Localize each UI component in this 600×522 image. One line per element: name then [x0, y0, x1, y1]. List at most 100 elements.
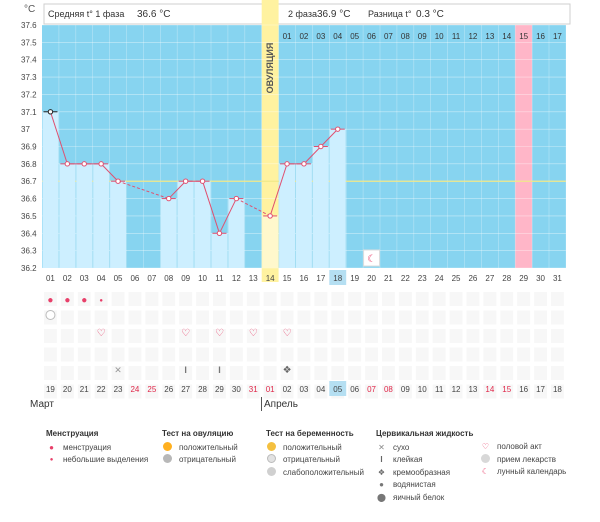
y-tick-label: 36.2: [21, 264, 37, 273]
marker-cell: [432, 384, 446, 399]
phase2-day-label: 15: [519, 32, 528, 41]
legend-menstruation-title: Менструация: [46, 429, 99, 438]
calendar-date-label: 09: [401, 385, 410, 394]
intercourse-heart-icon: ♡: [283, 328, 292, 339]
marker-cell: [534, 329, 547, 343]
temperature-bar: [211, 233, 228, 268]
phase2-day-label: 12: [468, 32, 477, 41]
temperature-bar: [110, 181, 126, 268]
marker-cell: [551, 347, 564, 362]
marker-cell: [179, 292, 193, 306]
marker-cell: [94, 310, 108, 325]
y-tick-label: 37.4: [21, 56, 37, 65]
cycle-day-label: 20: [367, 274, 376, 283]
marker-cell: [534, 366, 547, 380]
sticky-icon: I: [380, 455, 383, 465]
marker-cell: [382, 310, 395, 325]
marker-cell: [382, 347, 395, 362]
marker-cell: [297, 366, 311, 380]
marker-cell: [229, 292, 243, 306]
drop-icon: ●: [49, 442, 54, 452]
marker-cell: [466, 310, 480, 325]
temperature-bar: [93, 163, 110, 268]
phase2-day-label: 02: [299, 32, 308, 41]
cycle-day-label: 22: [401, 274, 410, 283]
fluid-sticky-icon: I: [218, 365, 221, 375]
marker-cell: [213, 292, 226, 306]
legend-pregnancy-test: Тест на беременность положительный отриц…: [266, 428, 364, 479]
data-point: [166, 195, 172, 202]
sun-positive-icon: [163, 441, 172, 451]
temperature-bar: [76, 163, 93, 268]
calendar-date-label: 15: [502, 385, 511, 394]
data-point: [267, 213, 273, 219]
marker-cell: [44, 292, 57, 306]
menstruation-drop-icon: ●: [47, 295, 53, 306]
marker-cell: [77, 384, 91, 399]
ovulation-test-negative-icon: [45, 310, 56, 320]
legend-cervical-watery: водянистая: [393, 480, 436, 489]
marker-cell: [500, 384, 514, 399]
marker-cell: [179, 384, 193, 399]
calendar-date-label: 12: [452, 385, 461, 394]
marker-cell: [229, 384, 243, 399]
data-point: [284, 161, 290, 167]
phase2-day-label: 06: [367, 32, 376, 41]
marker-cell: [382, 384, 395, 399]
header-box: [43, 3, 571, 25]
heart-icon: ♡: [481, 442, 490, 452]
marker-cell: [517, 329, 531, 343]
marker-cell: [60, 292, 74, 306]
marker-cell: [213, 384, 226, 399]
marker-cell: [331, 310, 345, 325]
marker-cell: [297, 347, 311, 362]
phase2-label: 2 фаза: [288, 9, 317, 19]
marker-cell: [483, 347, 497, 362]
marker-cell: [77, 310, 91, 325]
cycle-day-label: 02: [63, 274, 72, 283]
marker-cell: [229, 329, 243, 343]
data-point: [318, 143, 324, 150]
phase2-day-label: 14: [502, 32, 511, 41]
marker-cell: [179, 366, 193, 380]
cycle-day-label: 18: [333, 274, 342, 283]
marker-cell: [128, 366, 142, 380]
temperature-bar: [262, 215, 279, 268]
marker-cell: [162, 347, 176, 362]
calendar-date-label: 16: [519, 385, 528, 394]
marker-cell: [60, 366, 74, 380]
marker-cell: [415, 347, 429, 362]
marker-cell: [534, 310, 547, 325]
marker-cell: [517, 384, 531, 399]
data-point: [335, 126, 341, 132]
marker-cell: [179, 310, 193, 325]
cycle-day-label: 11: [215, 274, 224, 283]
marker-cell: [145, 366, 159, 380]
marker-cell: [162, 329, 176, 343]
marker-cell: [365, 384, 378, 399]
marker-cell: [162, 366, 176, 380]
calendar-date-label: 31: [249, 385, 258, 394]
intercourse-heart-icon: ♡: [249, 328, 258, 339]
marker-cell: [449, 366, 463, 380]
calendar-date-label: 07: [367, 385, 376, 394]
marker-cell: [94, 292, 108, 306]
marker-cell: [348, 329, 362, 343]
legend-ovulation-test: Тест на овуляцию положительный отрицател…: [162, 428, 238, 467]
month-march: Март: [30, 399, 54, 410]
watery-icon: ●: [379, 480, 384, 490]
cycle-day-label: 14: [266, 274, 275, 283]
marker-cell: [398, 384, 412, 399]
marker-cell: [297, 329, 311, 343]
marker-cell: [500, 366, 514, 380]
phase2-day-label: 03: [316, 32, 325, 41]
marker-cell: [398, 310, 412, 325]
marker-cell: [314, 292, 328, 306]
calendar-date-label: 28: [198, 385, 207, 394]
cycle-day-label: 24: [435, 274, 444, 283]
marker-cell: [229, 366, 243, 380]
marker-cell: [551, 292, 564, 306]
marker-cell: [94, 384, 108, 399]
phase2-day-label: 13: [485, 32, 494, 41]
data-point: [216, 230, 223, 236]
